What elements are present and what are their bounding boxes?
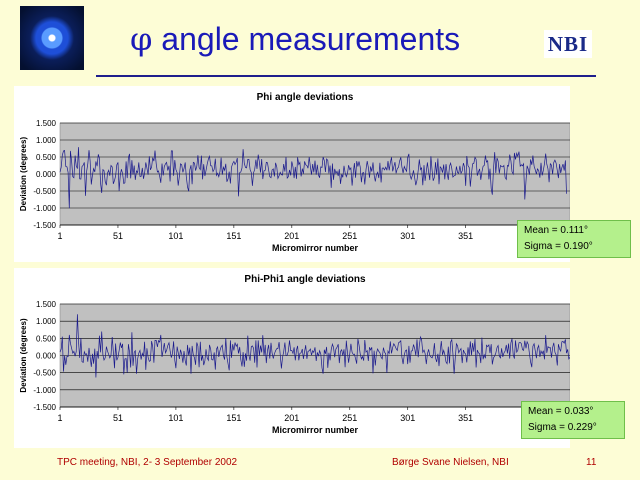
slide-title: φ angle measurements [130, 20, 460, 58]
y-axis-label: Deviation (degrees) [19, 318, 28, 393]
stat-mean: Mean = 0.111° [524, 225, 588, 236]
x-tick-label: 1 [57, 231, 62, 241]
footer-meeting: TPC meeting, NBI, 2- 3 September 2002 [57, 457, 238, 468]
y-tick-label: 0.000 [36, 352, 57, 361]
footer-author: Børge Svane Nielsen, NBI [392, 457, 509, 468]
phi-symbol: φ [130, 20, 153, 58]
nbi-logo: NBI [544, 30, 592, 58]
x-tick-label: 51 [113, 413, 123, 423]
x-tick-label: 101 [168, 413, 183, 423]
stats-box-phi: Mean = 0.111° Sigma = 0.190° [517, 220, 631, 258]
y-tick-label: 0.500 [36, 334, 57, 343]
x-tick-label: 251 [342, 231, 357, 241]
x-axis-label: Micromirror number [272, 243, 359, 253]
stat-mean: Mean = 0.033° [528, 406, 594, 417]
x-tick-label: 351 [458, 231, 473, 241]
y-tick-label: 1.000 [36, 317, 57, 326]
x-tick-label: 351 [458, 413, 473, 423]
series-line [59, 147, 567, 209]
x-tick-label: 51 [113, 231, 123, 241]
y-tick-label: 0.000 [36, 170, 57, 179]
x-tick-label: 1 [57, 413, 62, 423]
x-tick-label: 151 [226, 231, 241, 241]
y-tick-label: -0.500 [33, 187, 56, 196]
y-tick-label: 0.500 [36, 153, 57, 162]
y-tick-label: 1.500 [36, 300, 57, 309]
chart-panel-phi: Phi angle deviations 1.500 1.000 0.500 0.000… [14, 86, 570, 262]
x-tick-label: 201 [284, 231, 299, 241]
stat-sigma: Sigma = 0.190° [524, 241, 593, 252]
y-tick-label: -1.500 [33, 221, 56, 230]
y-tick-label: -1.000 [33, 204, 56, 213]
y-tick-label: 1.000 [36, 136, 57, 145]
chart-title: Phi-Phi1 angle deviations [244, 274, 366, 285]
title-divider [96, 75, 596, 77]
chart-title: Phi angle deviations [257, 92, 354, 103]
x-tick-label: 101 [168, 231, 183, 241]
stats-box-phi-phi1: Mean = 0.033° Sigma = 0.229° [521, 401, 625, 439]
x-tick-label: 151 [226, 413, 241, 423]
chart-panel-phi-phi1: Phi-Phi1 angle deviations 1.500 1.000 0.500… [14, 268, 570, 448]
x-tick-label: 301 [400, 231, 415, 241]
x-tick-label: 251 [342, 413, 357, 423]
y-tick-label: 1.500 [36, 119, 57, 128]
x-axis-label: Micromirror number [272, 425, 359, 435]
chart-phi-phi1-deviations: Phi-Phi1 angle deviations 1.500 1.000 0.500… [19, 274, 570, 435]
x-tick-label: 301 [400, 413, 415, 423]
y-tick-label: -1.500 [33, 403, 56, 412]
x-tick-label: 201 [284, 413, 299, 423]
stat-sigma: Sigma = 0.229° [528, 422, 597, 433]
title-text: angle measurements [152, 21, 461, 57]
page-number: 11 [586, 457, 597, 468]
y-tick-label: -1.000 [33, 386, 56, 395]
logo-image-left [20, 6, 84, 70]
y-axis-label: Deviation (degrees) [19, 137, 28, 212]
y-tick-label: -0.500 [33, 369, 56, 378]
chart-phi-deviations: Phi angle deviations 1.500 1.000 0.500 0.000… [19, 92, 570, 253]
series-line [59, 314, 570, 378]
